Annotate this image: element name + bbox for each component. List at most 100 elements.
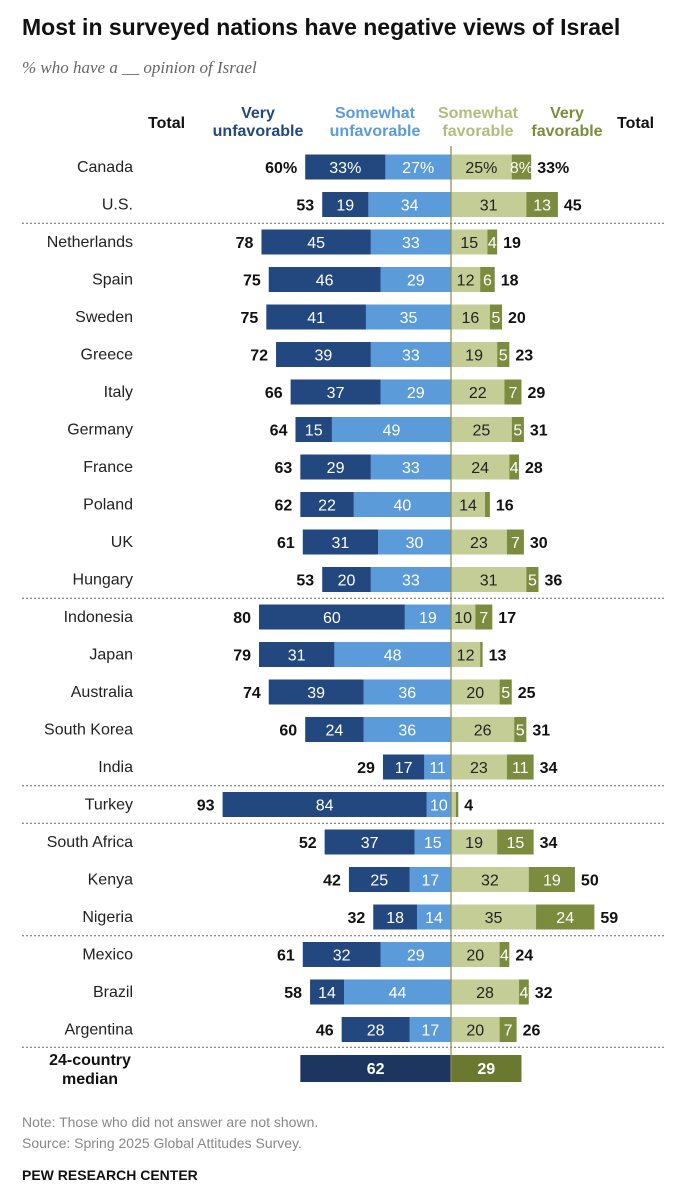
label-very-unfavorable-nigeria: 18 [386,910,404,927]
bar-somewhat-unfavorable-canada [385,154,451,180]
bar-somewhat-favorable-netherlands [451,229,488,255]
label-somewhat-unfavorable-mexico: 29 [407,948,425,965]
total-favorable-france: 28 [525,460,543,477]
label-very-favorable-netherlands: 4 [488,235,497,252]
bar-very-unfavorable-netherlands [261,229,371,255]
label-very-unfavorable-germany: 15 [305,423,323,440]
bar-somewhat-unfavorable-australia [363,679,451,705]
bar-somewhat-unfavorable-south-africa [414,829,451,855]
bar-very-favorable-poland [485,492,490,517]
total-unfavorable-indonesia: 80 [233,610,251,627]
bar-very-favorable-kenya [528,867,575,892]
label-somewhat-favorable-south-africa: 19 [465,835,483,852]
bar-somewhat-favorable-turkey [451,792,456,817]
bar-very-unfavorable-sweden [266,304,366,330]
bar-somewhat-unfavorable-poland [353,492,451,517]
header-total-unfavorable: Total [148,115,186,132]
label-somewhat-unfavorable-canada: 27% [402,160,434,177]
label-somewhat-favorable-south-korea: 26 [474,723,492,740]
label-very-unfavorable-italy: 37 [327,385,345,402]
country-label-brazil: Brazil [93,984,133,1001]
country-label-netherlands: Netherlands [47,234,133,251]
bar-somewhat-favorable-canada [451,154,512,180]
total-favorable-u-s: 45 [564,198,582,215]
bar-somewhat-unfavorable-indonesia [404,604,451,630]
label-somewhat-favorable-japan: 12 [457,648,475,665]
total-unfavorable-argentina: 46 [316,1023,334,1040]
label-somewhat-favorable-france: 24 [471,460,489,477]
label-somewhat-unfavorable-greece: 33 [402,348,420,365]
country-label-greece: Greece [81,347,134,364]
label-very-unfavorable-turkey: 84 [316,798,334,815]
bar-very-unfavorable-argentina [341,1017,410,1042]
chart-note: Note: Those who did not answer are not s… [22,1114,319,1130]
total-unfavorable-spain: 75 [243,273,261,290]
label-somewhat-favorable-brazil: 28 [476,985,494,1002]
header-total-favorable: Total [617,115,655,132]
total-favorable-netherlands: 19 [503,235,521,252]
country-label-spain: Spain [92,272,133,289]
bar-somewhat-unfavorable-argentina [409,1017,451,1042]
bar-somewhat-favorable-brazil [451,979,520,1005]
bar-very-unfavorable-uk [302,529,379,555]
label-very-favorable-france: 4 [510,460,519,477]
label-very-favorable-south-africa: 15 [506,835,524,852]
bar-very-unfavorable-poland [300,492,354,517]
country-label-south-africa: South Africa [47,834,133,851]
label-somewhat-unfavorable-brazil: 44 [389,985,407,1002]
total-favorable-argentina: 26 [523,1023,541,1040]
bar-very-unfavorable-india [382,754,425,780]
country-label-australia: Australia [71,684,133,701]
bar-very-unfavorable-u-s [322,192,369,217]
header-very-favorable-line1: Very [550,105,584,122]
country-label-japan: Japan [89,647,133,664]
median-bar-unfavorable [300,1055,451,1082]
label-somewhat-unfavorable-uk: 30 [406,535,424,552]
chart-title: Most in surveyed nations have negative v… [22,14,621,40]
bar-very-favorable-hungary [526,567,539,592]
label-somewhat-unfavorable-south-africa: 15 [424,835,442,852]
bar-somewhat-unfavorable-france [370,454,451,480]
label-very-unfavorable-mexico: 32 [333,948,351,965]
label-very-favorable-india: 11 [512,760,529,777]
bar-very-favorable-italy [504,379,522,405]
bar-somewhat-unfavorable-nigeria [416,904,451,930]
label-very-favorable-hungary: 5 [528,573,537,590]
bar-somewhat-unfavorable-south-korea [363,717,451,742]
bar-somewhat-unfavorable-uk [378,529,451,555]
label-very-favorable-greece: 5 [499,348,508,365]
label-somewhat-unfavorable-italy: 29 [407,385,425,402]
total-favorable-south-africa: 34 [540,835,558,852]
country-label-indonesia: Indonesia [64,609,133,626]
header-somewhat-unfavorable-line1: Somewhat [334,105,415,122]
label-very-unfavorable-u-s: 19 [336,198,354,215]
bar-very-unfavorable-brazil [310,979,345,1005]
label-somewhat-unfavorable-germany: 49 [383,423,401,440]
label-very-unfavorable-kenya: 25 [370,873,388,890]
bar-somewhat-unfavorable-mexico [380,942,451,967]
chart-subtitle: % who have a __ opinion of Israel [22,58,257,77]
median-row-label-line2: median [62,1071,118,1088]
total-favorable-poland: 16 [496,498,514,515]
median-label-unfavorable: 62 [367,1061,385,1078]
country-label-hungary: Hungary [73,572,133,589]
header-somewhat-favorable: Somewhat favorable [430,105,526,141]
bar-somewhat-unfavorable-brazil [344,979,451,1005]
chart-source: Source: Spring 2025 Global Attitudes Sur… [22,1135,302,1151]
country-label-u-s: U.S. [102,197,133,214]
label-somewhat-unfavorable-poland: 40 [394,498,412,515]
total-favorable-south-korea: 31 [532,723,550,740]
bar-somewhat-favorable-japan [451,642,481,667]
bar-very-favorable-south-korea [514,717,527,742]
total-favorable-turkey: 4 [464,798,473,815]
country-label-nigeria: Nigeria [82,909,133,926]
label-very-favorable-canada: 8% [510,160,533,177]
label-very-favorable-kenya: 19 [543,873,561,890]
label-very-unfavorable-france: 29 [327,460,345,477]
bar-somewhat-favorable-greece [451,342,498,367]
header-very-unfavorable-line2: unfavorable [212,123,304,140]
label-somewhat-unfavorable-japan: 48 [384,648,402,665]
bar-somewhat-unfavorable-germany [331,417,451,442]
bar-very-favorable-japan [480,642,483,667]
label-somewhat-favorable-greece: 19 [465,348,483,365]
